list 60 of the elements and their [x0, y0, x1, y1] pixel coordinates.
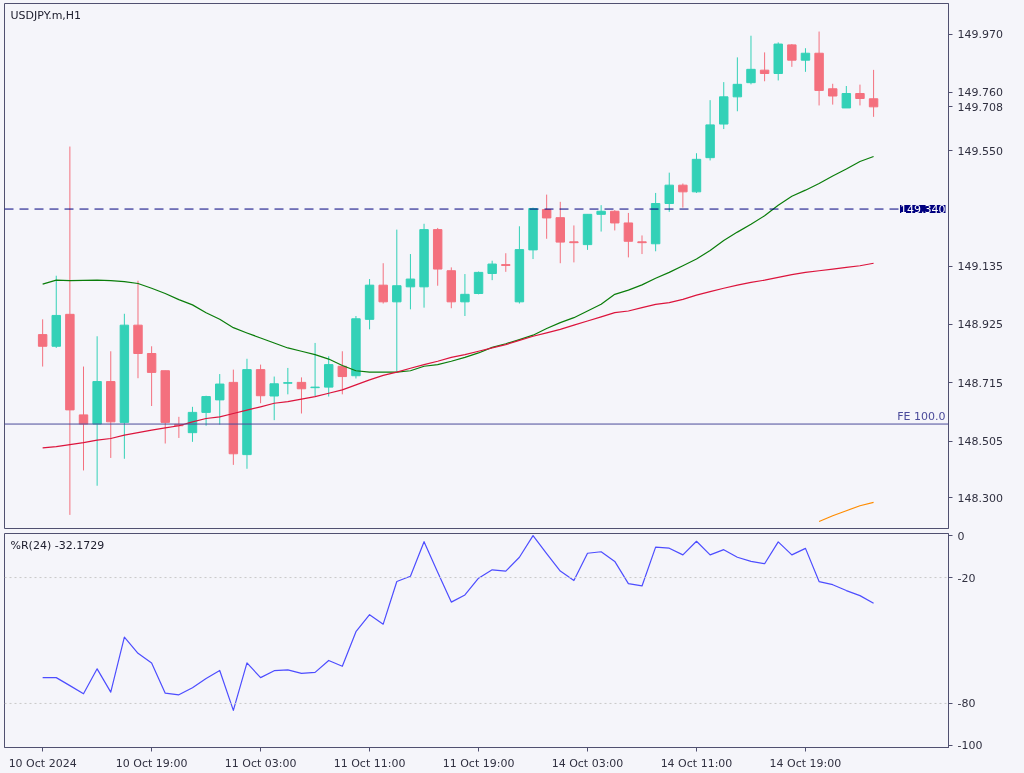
x-tick-label: 10 Oct 19:00: [115, 756, 188, 770]
candlestick: [283, 367, 293, 395]
candlestick: [269, 376, 279, 421]
y-tick-label: 148.715: [957, 376, 1003, 390]
candlestick: [37, 318, 48, 368]
candlestick: [678, 183, 688, 209]
candlestick: [759, 51, 770, 82]
y-tick-label: 149.760: [957, 86, 1003, 100]
y-tick-label: 0: [957, 529, 965, 543]
ref-line-label: 149.340: [900, 203, 946, 217]
y-tick-label: 148.505: [957, 435, 1003, 448]
candlestick: [569, 224, 579, 263]
candlestick: [541, 194, 552, 240]
candlestick: [787, 43, 797, 68]
x-tick-label: 11 Oct 03:00: [224, 756, 297, 770]
candlestick: [487, 260, 497, 281]
candlestick: [855, 84, 865, 106]
x-tick-label: 14 Oct 11:00: [660, 756, 733, 770]
candlestick: [215, 373, 225, 426]
candlestick: [596, 204, 606, 233]
x-tick-label: 11 Oct 11:00: [333, 756, 406, 770]
candlestick: [610, 209, 620, 231]
y-tick-label: 149.135: [957, 260, 1003, 273]
y-tick-label: 149.550: [957, 144, 1003, 158]
candlestick: [201, 395, 211, 427]
y-tick-label: -20: [957, 571, 976, 585]
candlestick: [623, 212, 634, 258]
candlestick: [296, 376, 307, 414]
y-tick-label: -80: [957, 697, 976, 711]
text: USDJPY.m,H1: [10, 8, 82, 22]
candlestick: [146, 345, 157, 407]
candlestick: [841, 85, 852, 109]
candlestick: [460, 273, 470, 317]
candlestick: [732, 56, 743, 112]
y-tick-label: -100: [957, 739, 983, 753]
candlestick: [664, 172, 674, 213]
y-tick-label: 149.970: [957, 28, 1003, 42]
ref-line-label: FE 100.0: [897, 410, 946, 424]
candlestick: [337, 350, 348, 395]
y-tick-label: 148.300: [957, 491, 1003, 505]
candlestick: [323, 355, 334, 398]
candlestick: [378, 262, 388, 304]
x-tick-label: 14 Oct 03:00: [551, 756, 624, 770]
x-tick-label: 10 Oct 2024: [8, 756, 77, 770]
text: %R(24) -32.1729: [10, 538, 105, 552]
candlestick: [392, 229, 402, 373]
y-tick-label: 148.925: [957, 318, 1003, 332]
candlestick: [310, 342, 320, 398]
x-tick-label: 11 Oct 19:00: [442, 756, 515, 770]
candlestick: [637, 234, 647, 255]
candlestick: [501, 252, 511, 273]
line-series: [818, 501, 875, 523]
x-tick-label: 14 Oct 19:00: [769, 756, 842, 770]
candlestick: [746, 35, 756, 85]
y-tick-label: 149.708: [957, 100, 1003, 114]
line-series: [42, 262, 875, 449]
candlestick: [868, 69, 879, 118]
candlestick: [800, 47, 811, 73]
candlestick: [827, 83, 838, 106]
candlestick: [405, 253, 416, 310]
